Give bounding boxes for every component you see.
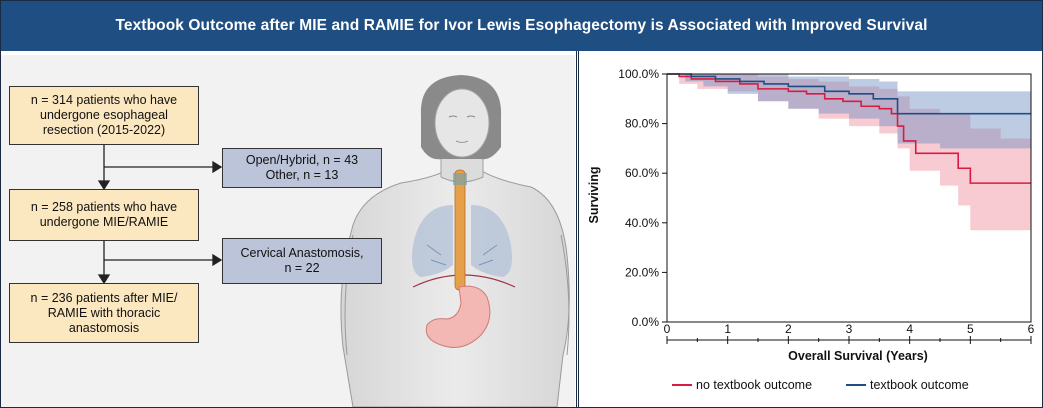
- survival-line-no-textbook: [667, 73, 1031, 184]
- y-tick-label: 60.0%: [625, 166, 659, 180]
- x-tick-label: 6: [1028, 322, 1035, 336]
- x-tick-label: 0: [664, 322, 671, 336]
- y-tick-label: 0.0%: [632, 315, 660, 329]
- y-tick-label: 100.0%: [618, 67, 659, 81]
- x-tick-label: 2: [785, 322, 792, 336]
- left-lung: [412, 205, 453, 277]
- ci-band-textbook: [667, 74, 1031, 149]
- flow-arrows: [97, 145, 223, 285]
- flow-box-excluded-cervical: Cervical Anastomosis, n = 22: [222, 238, 382, 284]
- banner-title: Textbook Outcome after MIE and RAMIE for…: [1, 1, 1042, 51]
- x-tick-label: 4: [906, 322, 913, 336]
- kaplan-meier-chart: 0.0% 20.0% 40.0% 60.0% 80.0% 100.0% 0 1 2 3 4 5 6 Ov…: [587, 67, 1035, 392]
- legend-label-no-textbook: no textbook outcome: [696, 378, 812, 392]
- legend-label-textbook: textbook outcome: [870, 378, 969, 392]
- plot-frame: [666, 73, 1032, 323]
- survival-chart-panel: 0.0% 20.0% 40.0% 60.0% 80.0% 100.0% 0 1 2 3 4 5 6 Ov…: [580, 55, 1042, 407]
- y-axis-label: Surviving: [587, 167, 601, 224]
- anatomy-illustration: [97, 75, 570, 407]
- legend: no textbook outcome textbook outcome: [672, 378, 969, 392]
- flow-box-thoracic-anastomosis: n = 236 patients after MIE/ RAMIE with t…: [9, 283, 199, 343]
- flowchart-panel: n = 314 patients who have undergone esop…: [1, 55, 575, 407]
- flow-box-mie-ramie: n = 258 patients who have undergone MIE/…: [9, 189, 199, 241]
- y-tick-label: 80.0%: [625, 117, 659, 131]
- y-tick-label: 40.0%: [625, 216, 659, 230]
- flow-box-excluded-open-other: Open/Hybrid, n = 43 Other, n = 13: [222, 148, 382, 188]
- esophagus-shape: [454, 169, 466, 291]
- x-axis-label: Overall Survival (Years): [788, 349, 928, 363]
- stomach-shape: [425, 285, 491, 348]
- flow-box-all-patients: n = 314 patients who have undergone esop…: [9, 86, 199, 145]
- survival-line-textbook: [667, 73, 1031, 115]
- y-tick-label: 20.0%: [625, 265, 659, 279]
- face-shape: [434, 88, 490, 158]
- panel-divider: [576, 51, 579, 407]
- x-tick-label: 3: [846, 322, 853, 336]
- x-tick-label: 5: [967, 322, 974, 336]
- right-lung: [471, 205, 512, 277]
- x-tick-label: 1: [724, 322, 731, 336]
